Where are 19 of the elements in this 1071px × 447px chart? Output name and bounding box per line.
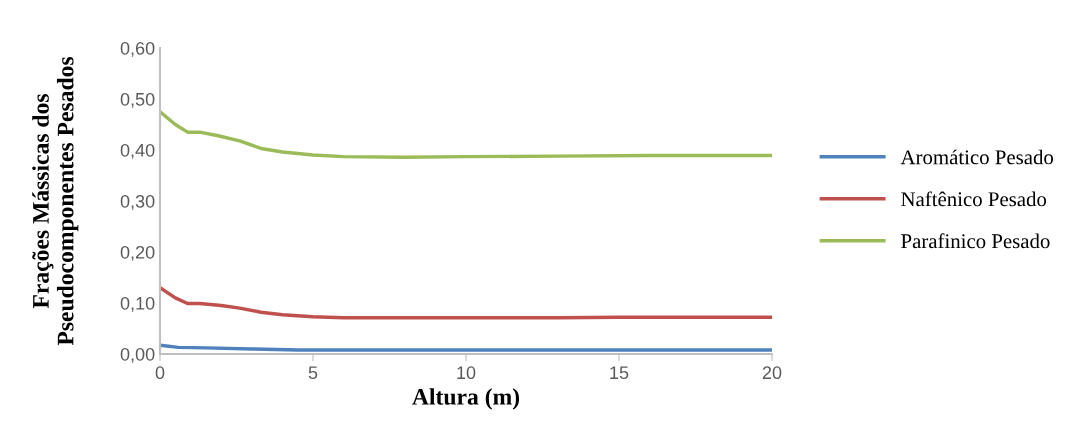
legend-label: Aromático Pesado (900, 149, 1054, 165)
line-series (160, 285, 772, 320)
y-tick-label: 0,40 (120, 143, 155, 159)
x-axis-title: Altura (m) (412, 388, 520, 410)
y-tick-label: 0,50 (120, 92, 155, 108)
y-tick-label: 0,60 (120, 41, 155, 57)
legend-label: Naftênico Pesado (901, 191, 1047, 207)
y-tick-label: 0,10 (120, 296, 155, 312)
x-tick-label: 5 (308, 366, 318, 380)
y-axis-title: Frações Mássicas dos Pseudocomponentes Pesados (32, 56, 79, 346)
x-tick-label: 20 (762, 366, 782, 380)
x-tick-label: 15 (610, 366, 629, 380)
y-tick-label: 0,00 (120, 347, 155, 363)
x-tick-label: 10 (457, 366, 476, 380)
legend-label: Parafinico Pesado (901, 233, 1050, 249)
y-tick-label: 0,20 (120, 245, 155, 261)
line-series (160, 110, 772, 159)
x-tick-label: 0 (155, 366, 165, 380)
y-tick-label: 0,30 (120, 194, 155, 210)
